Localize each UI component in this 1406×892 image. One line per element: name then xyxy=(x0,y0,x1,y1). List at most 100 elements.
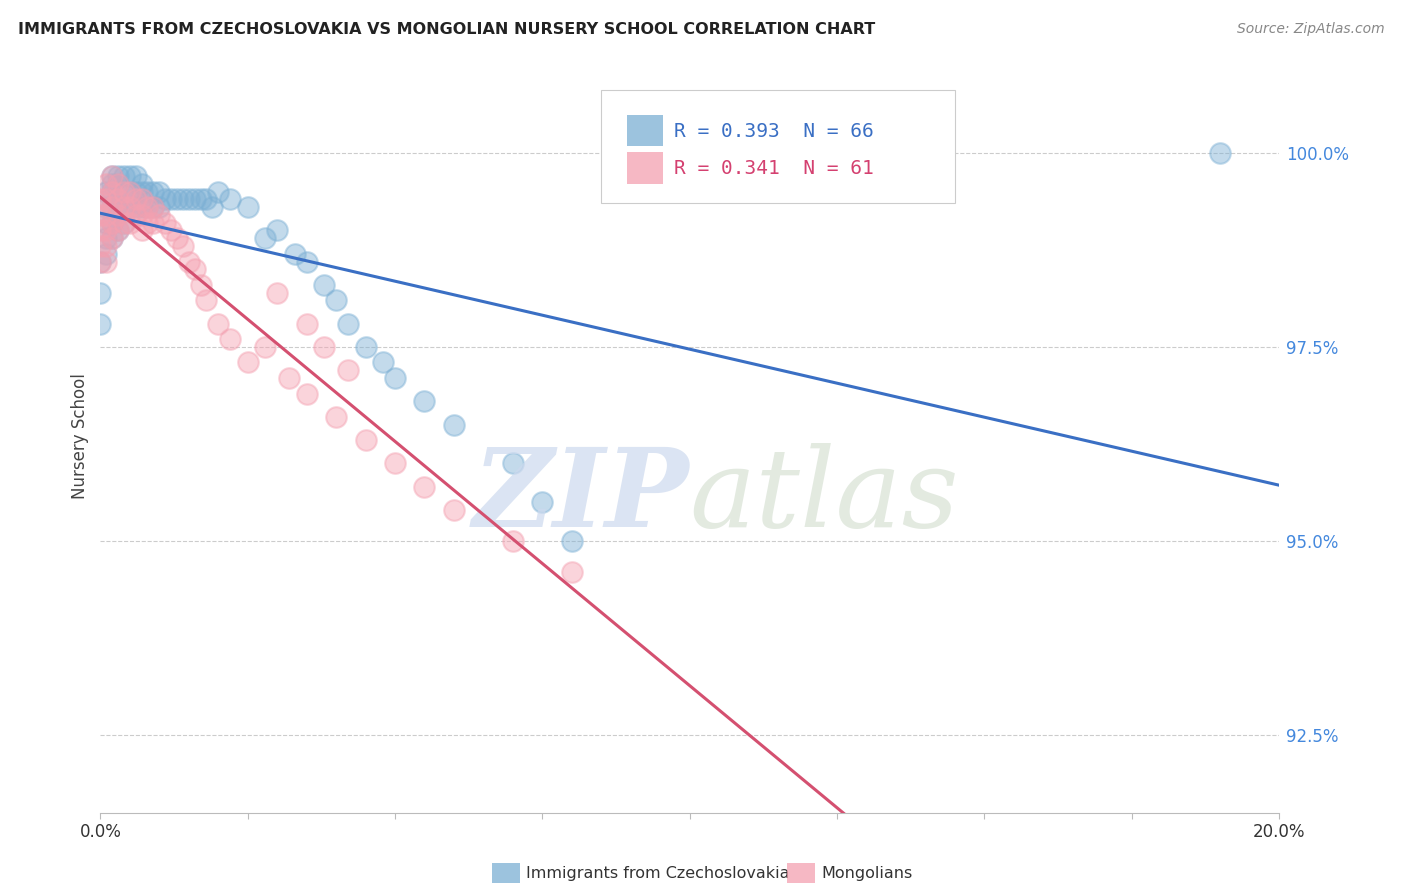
Point xyxy=(96,239,118,253)
Point xyxy=(89,208,111,222)
Point xyxy=(131,185,153,199)
Point xyxy=(112,185,135,199)
Point xyxy=(314,277,336,292)
Point xyxy=(101,216,124,230)
Point xyxy=(373,355,395,369)
Point xyxy=(284,246,307,260)
Point xyxy=(96,193,118,207)
Point xyxy=(325,409,347,424)
Point xyxy=(413,394,436,409)
Point xyxy=(101,200,124,214)
Point xyxy=(101,177,124,191)
Point xyxy=(96,177,118,191)
Point xyxy=(125,208,148,222)
Point xyxy=(295,317,318,331)
Point xyxy=(160,223,183,237)
Point xyxy=(107,223,129,237)
Point xyxy=(107,223,129,237)
Point xyxy=(142,200,165,214)
Point xyxy=(96,231,118,245)
Text: IMMIGRANTS FROM CZECHOSLOVAKIA VS MONGOLIAN NURSERY SCHOOL CORRELATION CHART: IMMIGRANTS FROM CZECHOSLOVAKIA VS MONGOL… xyxy=(18,22,876,37)
Point xyxy=(254,231,277,245)
Text: R = 0.393  N = 66: R = 0.393 N = 66 xyxy=(675,121,875,141)
Point xyxy=(96,223,118,237)
Point xyxy=(107,177,129,191)
Point xyxy=(101,216,124,230)
Point xyxy=(101,200,124,214)
Point xyxy=(561,534,583,549)
Point xyxy=(101,231,124,245)
Text: atlas: atlas xyxy=(689,442,959,550)
Point xyxy=(136,185,159,199)
Point xyxy=(107,193,129,207)
Point xyxy=(236,200,259,214)
Point xyxy=(96,185,118,199)
Point xyxy=(207,317,229,331)
Point xyxy=(101,169,124,183)
Point xyxy=(118,169,141,183)
Point xyxy=(112,216,135,230)
Point xyxy=(89,254,111,268)
Text: Source: ZipAtlas.com: Source: ZipAtlas.com xyxy=(1237,22,1385,37)
Point xyxy=(131,200,153,214)
Point xyxy=(112,200,135,214)
Point xyxy=(131,177,153,191)
Point xyxy=(142,200,165,214)
Point xyxy=(172,193,194,207)
Point xyxy=(101,169,124,183)
Point xyxy=(266,285,288,300)
Point xyxy=(101,185,124,199)
Point xyxy=(384,457,406,471)
Point xyxy=(118,200,141,214)
Point xyxy=(295,386,318,401)
Point xyxy=(254,340,277,354)
Point xyxy=(502,534,524,549)
Point xyxy=(107,193,129,207)
Point xyxy=(219,332,242,346)
Point xyxy=(413,480,436,494)
Point xyxy=(531,495,554,509)
Point xyxy=(89,254,111,268)
Point xyxy=(96,216,118,230)
Point xyxy=(118,200,141,214)
Point xyxy=(136,200,159,214)
Point xyxy=(502,457,524,471)
Point xyxy=(89,317,111,331)
Point xyxy=(131,208,153,222)
Point xyxy=(89,223,111,237)
Point xyxy=(131,223,153,237)
Point xyxy=(153,193,176,207)
Point xyxy=(125,200,148,214)
Text: Immigrants from Czechoslovakia: Immigrants from Czechoslovakia xyxy=(526,866,789,880)
Point xyxy=(89,193,111,207)
Point xyxy=(148,185,170,199)
Point xyxy=(295,254,318,268)
Point xyxy=(118,216,141,230)
Point xyxy=(325,293,347,308)
Point xyxy=(443,417,465,432)
Point xyxy=(136,216,159,230)
Point xyxy=(207,185,229,199)
Point xyxy=(112,169,135,183)
Point xyxy=(354,433,377,447)
FancyBboxPatch shape xyxy=(602,90,955,202)
Point xyxy=(107,208,129,222)
Point xyxy=(112,185,135,199)
Point xyxy=(183,262,205,277)
Point xyxy=(166,231,188,245)
Point xyxy=(125,185,148,199)
Point xyxy=(384,371,406,385)
Point xyxy=(96,200,118,214)
Point xyxy=(153,216,176,230)
Point xyxy=(112,216,135,230)
Point xyxy=(89,239,111,253)
Point xyxy=(354,340,377,354)
Point xyxy=(160,193,183,207)
Point xyxy=(561,565,583,579)
Point xyxy=(131,193,153,207)
Point xyxy=(166,193,188,207)
Point xyxy=(314,340,336,354)
Point xyxy=(219,193,242,207)
Point xyxy=(89,285,111,300)
Text: R = 0.341  N = 61: R = 0.341 N = 61 xyxy=(675,160,875,178)
